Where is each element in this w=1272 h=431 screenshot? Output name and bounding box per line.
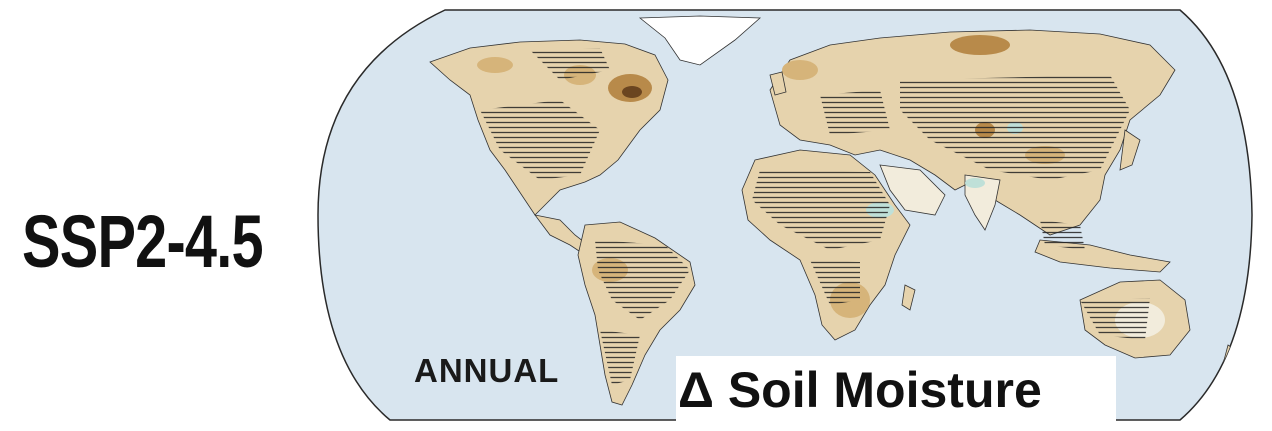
madagascar xyxy=(901,284,916,311)
variable-label-background xyxy=(676,356,1116,428)
indonesia xyxy=(1034,239,1171,273)
arabia xyxy=(879,164,946,216)
india xyxy=(964,174,1001,231)
scenario-label: SSP2-4.5 xyxy=(22,200,264,283)
japan xyxy=(1119,129,1141,171)
period-label: ANNUAL xyxy=(414,352,560,389)
variable-label: Δ Soil Moisture xyxy=(678,362,1042,418)
greenland xyxy=(638,15,762,66)
british-isles xyxy=(769,71,787,96)
